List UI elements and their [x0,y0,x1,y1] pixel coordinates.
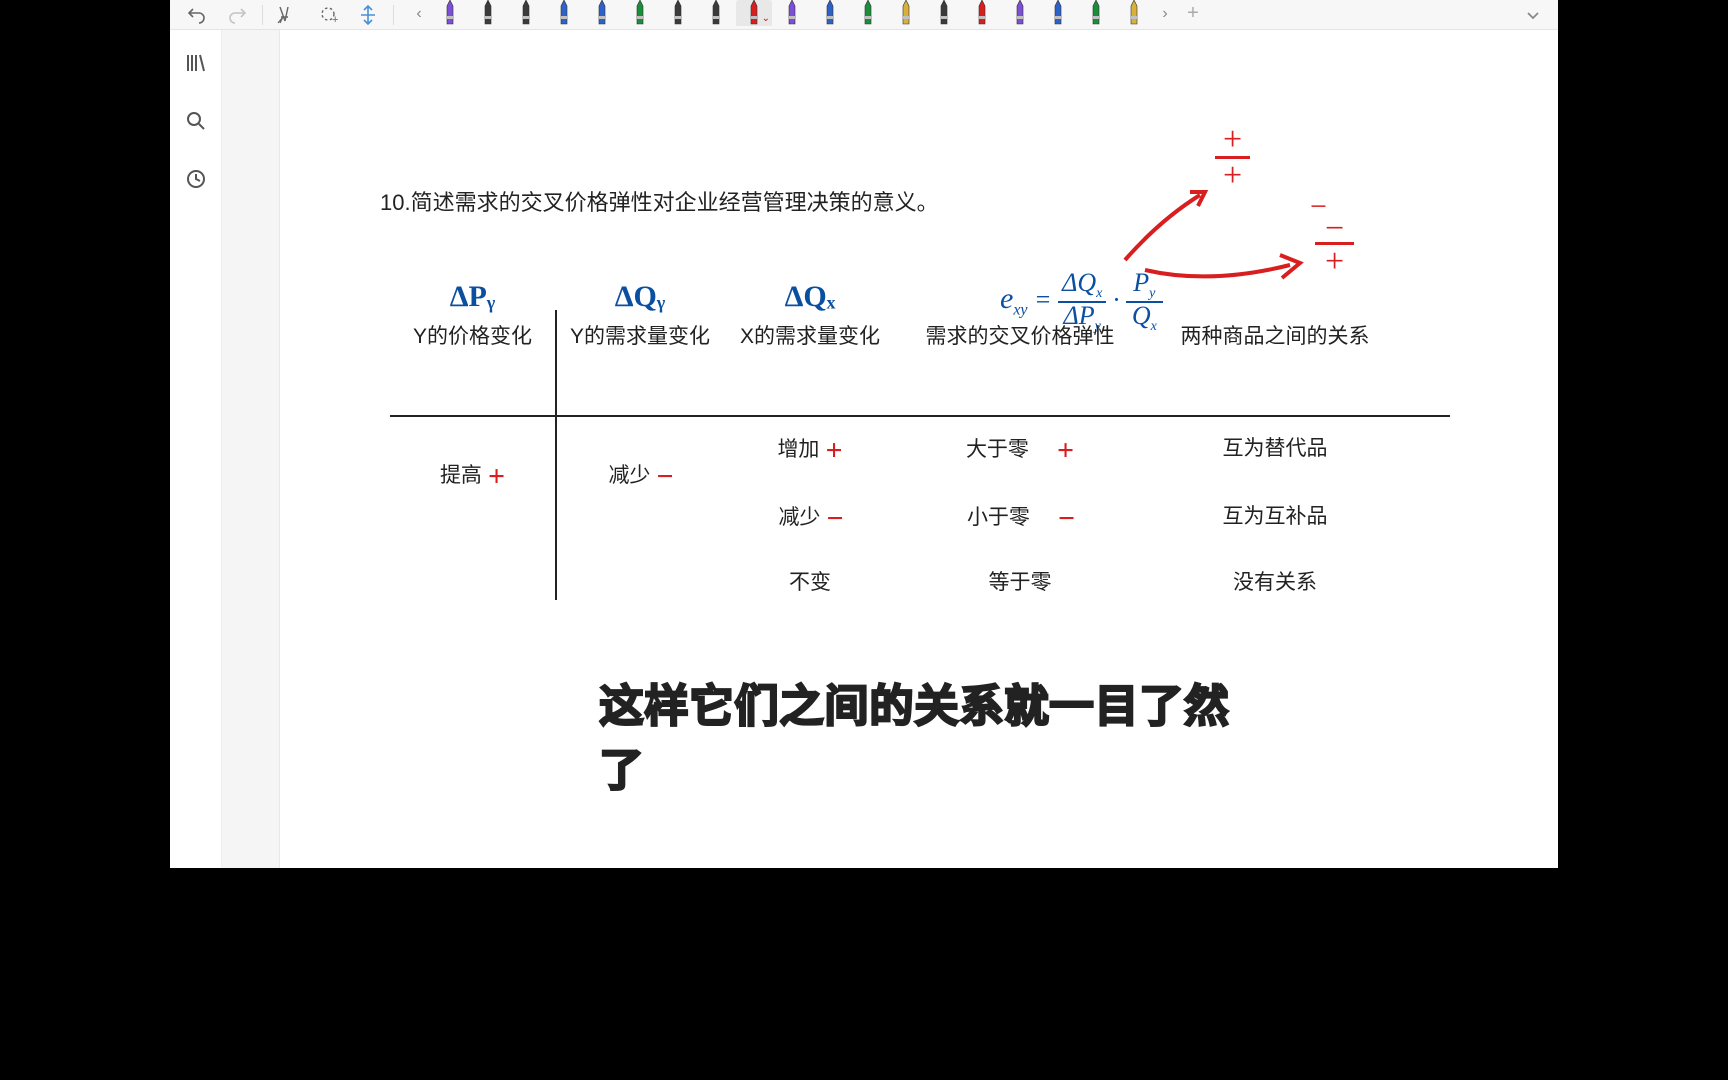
cell-r1c5: 互为替代品 [1145,432,1405,462]
cell-r2c5: 互为互补品 [1145,500,1405,530]
divider [393,5,394,25]
hdr-c3-formula: ΔQₓ [725,280,895,314]
elasticity-table: ΔPᵧ Y的价格变化 ΔQᵧ Y的需求量变化 ΔQₓ X的需求量变化 需求的交叉… [390,280,1450,356]
hdr-c2-formula: ΔQᵧ [555,280,725,314]
cell-r3c3: 不变 [725,566,895,596]
pen-5[interactable] [622,0,658,26]
recent-icon[interactable] [181,164,211,194]
top-toolbar: + ‹ ⌄ › + [170,0,1558,30]
undo-button[interactable] [180,1,214,29]
cell-r2c3: 减少− [725,498,895,532]
question-text: 10.简述需求的交叉价格弹性对企业经营管理决策的意义。 [380,185,939,217]
table-header: ΔPᵧ Y的价格变化 ΔQᵧ Y的需求量变化 ΔQₓ X的需求量变化 需求的交叉… [390,280,1450,356]
app-frame: + ‹ ⌄ › + 10.简述需求 [170,0,1558,868]
pen-10[interactable] [812,0,848,26]
hdr-c1-formula: ΔPᵧ [390,280,555,314]
pen-7[interactable] [698,0,734,26]
pen-9[interactable] [774,0,810,26]
pen-18[interactable] [1116,0,1152,26]
lasso-tool[interactable]: + [311,1,345,29]
pen-strip: ‹ ⌄ › + [408,0,1208,30]
note-canvas[interactable]: 10.简述需求的交叉价格弹性对企业经营管理决策的意义。 exy = ΔQx ΔP… [280,30,1558,868]
hdr-c2: Y的需求量变化 [555,320,725,350]
pen-4[interactable] [584,0,620,26]
pen-11[interactable] [850,0,886,26]
redo-button[interactable] [220,1,254,29]
pen-scroll-left[interactable]: ‹ [408,0,430,28]
cell-r3c5: 没有关系 [1145,566,1405,596]
pen-1[interactable] [470,0,506,26]
pen-0[interactable] [432,0,468,26]
notebooks-icon[interactable] [181,48,211,78]
hdr-c1: Y的价格变化 [390,320,555,350]
pen-8[interactable]: ⌄ [736,0,772,26]
cell-c2: 减少− [555,430,725,490]
pen-add-button[interactable]: + [1178,0,1208,28]
pen-14[interactable] [964,0,1000,26]
hdr-c3: X的需求量变化 [725,320,895,350]
divider [262,5,263,25]
video-caption: 这样它们之间的关系就一目了然了 [600,670,1239,798]
pen-13[interactable] [926,0,962,26]
cell-r3c4: 等于零 [895,566,1145,596]
cell-c1: 提高+ [390,430,555,490]
annot-minus: − [1310,190,1327,224]
annot-minus-plus: − + [1315,215,1354,279]
pen-17[interactable] [1078,0,1114,26]
cell-r1c3: 增加+ [725,430,895,464]
cell-r2c4: 小于零− [895,498,1145,532]
pen-scroll-right[interactable]: › [1154,0,1176,28]
pen-2[interactable] [508,0,544,26]
table-hline [390,415,1450,417]
insert-space-tool[interactable] [351,1,385,29]
left-sidebar [170,30,222,868]
svg-text:+: + [332,14,338,25]
hdr-c5: 两种商品之间的关系 [1145,320,1405,350]
cursor-text-tool[interactable] [271,1,305,29]
toolbar-overflow-button[interactable] [1518,1,1548,29]
pen-15[interactable] [1002,0,1038,26]
hdr-c4: 需求的交叉价格弹性 [895,320,1145,350]
table-body: 提高+ 减少− 增加+ 大于零+ 互为替代品 减少− 小于零− 互为互补品 不变… [390,430,1450,596]
pen-12[interactable] [888,0,924,26]
pen-16[interactable] [1040,0,1076,26]
search-icon[interactable] [181,106,211,136]
page-gutter [222,30,280,868]
pen-6[interactable] [660,0,696,26]
annot-plus: + + [1215,125,1250,193]
pen-3[interactable] [546,0,582,26]
cell-r1c4: 大于零+ [895,430,1145,464]
